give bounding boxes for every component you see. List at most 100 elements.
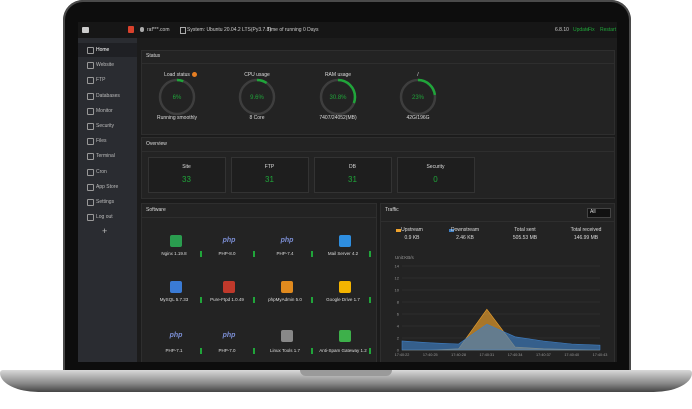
nav-item[interactable]: Cron	[96, 168, 107, 175]
app-name[interactable]: PHP-7.1	[165, 348, 183, 353]
nav-icon	[87, 123, 94, 130]
nav-icon	[87, 168, 94, 176]
nav-item[interactable]: Files	[96, 138, 107, 145]
app-icon	[170, 281, 182, 293]
app-name[interactable]: phpMyAdmin 5.0	[268, 297, 302, 302]
app-name[interactable]: PHP-7.4	[276, 251, 294, 256]
nav-item[interactable]: Settings	[96, 199, 115, 205]
gauge-detail: 7407/24052(MB)	[319, 115, 357, 121]
divider	[141, 217, 376, 218]
card-value: 33	[182, 175, 191, 184]
stat-name: Total sent	[514, 227, 536, 233]
card-value: 0	[433, 175, 438, 184]
nav-item[interactable]: Home	[96, 47, 110, 53]
nav-icon	[87, 199, 94, 206]
overview-title: Overview	[146, 141, 167, 147]
stat-name: Total received	[570, 227, 602, 233]
nav-add[interactable]: +	[102, 226, 108, 237]
chart-unit: Unit:KB/s	[395, 255, 414, 260]
app-name[interactable]: Linux Tools 1.7	[270, 348, 300, 353]
nav-item[interactable]: Terminal	[96, 153, 115, 160]
nav-item[interactable]: FTP	[96, 77, 106, 84]
user-icon	[140, 27, 144, 32]
app-icon	[339, 235, 351, 247]
app-name[interactable]: Google Drive 1.7	[326, 297, 360, 302]
divider	[141, 63, 614, 64]
nav-icon	[87, 214, 94, 222]
app-name[interactable]: PHP-7.0	[218, 348, 236, 353]
app-name[interactable]: MySQL 5.7.33	[159, 297, 189, 302]
card-name: Site	[182, 164, 191, 170]
app-flag	[369, 297, 371, 303]
card-name: DB	[349, 164, 356, 170]
app-flag	[253, 251, 255, 257]
app-icon	[339, 281, 351, 293]
app-name[interactable]: Nginx 1.19.8	[161, 251, 187, 256]
app-name[interactable]: Mail Server 4.2	[327, 251, 359, 256]
nav-item[interactable]: Databases	[96, 92, 120, 99]
card-value: 31	[348, 175, 357, 184]
top-link[interactable]: Update	[573, 27, 590, 33]
nav-icon	[87, 62, 94, 70]
traffic-title: Traffic	[385, 207, 399, 213]
app-icon	[339, 330, 351, 342]
overview-card[interactable]	[148, 157, 226, 193]
gauge-name: RAM usage	[324, 72, 352, 78]
legend-swatch	[449, 229, 454, 232]
nav-icon	[87, 107, 94, 115]
card-value: 31	[265, 175, 274, 184]
nav-item[interactable]: Website	[96, 62, 114, 69]
top-link[interactable]: Fix	[588, 27, 595, 33]
app-icon-text: php	[280, 237, 294, 244]
gauge-detail: Running smoothly	[156, 115, 198, 121]
nav-icon	[87, 153, 94, 161]
system-info: System: Ubuntu 20.04.2 LTS(Py3.7.8)	[187, 27, 272, 33]
status-panel	[141, 50, 615, 135]
app-icon	[170, 235, 182, 247]
info-icon	[192, 72, 197, 77]
nav-item[interactable]: Security	[96, 123, 115, 129]
app-icon-text: php	[169, 332, 183, 339]
app-name[interactable]: Pure-Ftpd 1.0.49	[210, 297, 244, 302]
status-title: Status	[146, 53, 161, 59]
nav-icon	[87, 138, 94, 146]
card-name: FTP	[264, 164, 275, 170]
overview-card[interactable]	[397, 157, 475, 193]
nav-icon	[87, 77, 94, 85]
stat-name: Downstream	[450, 227, 480, 233]
app-flag	[311, 348, 313, 354]
nav-icon	[87, 47, 94, 54]
stat-value: 146.99 MB	[573, 235, 599, 241]
gauge-detail: 42G/196G	[406, 115, 430, 121]
app-icon	[223, 281, 235, 293]
traffic-filter[interactable]	[587, 208, 611, 218]
app-flag	[200, 348, 202, 354]
divider	[141, 151, 614, 152]
gauge-detail: 8 Core	[249, 115, 265, 121]
software-title: Software	[146, 207, 166, 213]
divider	[380, 221, 614, 222]
nav-item[interactable]: App Store	[96, 183, 119, 190]
alert-badge	[128, 26, 134, 33]
nav-icon	[87, 183, 94, 191]
overview-card[interactable]	[231, 157, 309, 193]
stat-value: 2.46 KB	[456, 235, 474, 241]
nav-item[interactable]: Monitor	[96, 107, 113, 114]
system-icon	[180, 27, 186, 34]
app-name[interactable]: Anti-Spam Gateway 1.2	[319, 348, 367, 353]
version: 6.8.10	[555, 27, 569, 33]
gauge-name: CPU usage	[244, 72, 270, 78]
app-icon	[281, 281, 293, 293]
app-flag	[253, 297, 255, 303]
top-link[interactable]: Restart	[600, 27, 617, 33]
nav-item[interactable]: Log out	[96, 214, 113, 221]
gauge-name: Load status	[164, 72, 190, 78]
app-name[interactable]: PHP-8.0	[218, 251, 236, 256]
uptime: Time of running 0 Days	[267, 27, 319, 33]
overview-card[interactable]	[314, 157, 392, 193]
app-flag	[253, 348, 255, 354]
screen: raf***.com System: Ubuntu 20.04.2 LTS(Py3…	[78, 22, 617, 362]
stat-value: 505.53 MB	[512, 235, 538, 241]
app-icon-text: php	[222, 332, 236, 339]
